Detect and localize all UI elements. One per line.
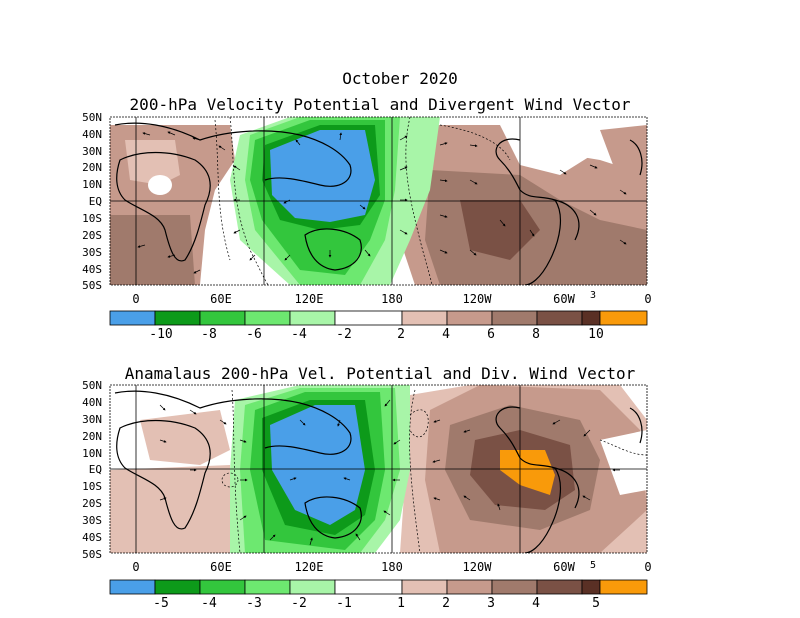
lon-label: 120W xyxy=(462,292,492,306)
lat-label: EQ xyxy=(88,195,102,208)
lat-label: 30S xyxy=(82,246,102,259)
lat-label: 10S xyxy=(82,212,102,225)
lat-label: 30N xyxy=(82,413,102,426)
colorbar-label: -3 xyxy=(246,596,262,611)
lat-label: 50N xyxy=(82,379,102,392)
colorbar-label: 4 xyxy=(532,596,540,611)
panel2-frame xyxy=(109,384,648,554)
lat-label: EQ xyxy=(88,463,102,476)
colorbar-label: -5 xyxy=(153,596,169,611)
colorbar-label: 2 xyxy=(397,327,405,342)
panel2-map xyxy=(110,385,647,553)
lat-label: 20S xyxy=(82,229,102,242)
colorbar-label: 3 xyxy=(487,596,495,611)
colorbar-label: 4 xyxy=(442,327,450,342)
lon-label: 0 xyxy=(644,560,652,574)
lat-label: 20N xyxy=(82,161,102,174)
colorbar-label: -6 xyxy=(246,327,262,342)
colorbar-label: -4 xyxy=(291,327,307,342)
lat-label: 50N xyxy=(82,111,102,124)
month-title: October 2020 xyxy=(342,69,458,88)
lon-label: 60E xyxy=(210,560,232,574)
lon-label: 120E xyxy=(294,292,324,306)
colorbar-label: 2 xyxy=(442,596,450,611)
colorbar-label: -4 xyxy=(201,596,217,611)
panel1-coastlines xyxy=(114,122,643,285)
panel2-coastlines xyxy=(114,390,643,553)
lat-label: 40S xyxy=(82,531,102,544)
lon-label: 120E xyxy=(294,560,324,574)
lon-label: 60W xyxy=(553,560,575,574)
lat-label: 40S xyxy=(82,263,102,276)
panel2-colorbar xyxy=(109,579,648,595)
panel1-grid xyxy=(110,117,647,285)
colorbar-label: 5 xyxy=(592,596,600,611)
panel2-contours xyxy=(221,389,647,553)
colorbar-label: -2 xyxy=(336,327,352,342)
lon-label: 0 xyxy=(132,560,140,574)
lon-label: 60E xyxy=(210,292,232,306)
lon-label: 0 xyxy=(132,292,140,306)
colorbar-label: -1 xyxy=(336,596,352,611)
lon-label: 180 xyxy=(381,292,403,306)
colorbar-label: -8 xyxy=(201,327,217,342)
panel1-title: 200-hPa Velocity Potential and Divergent… xyxy=(129,95,631,114)
lat-label: 40N xyxy=(82,128,102,141)
colorbar-label: 8 xyxy=(532,327,540,342)
lon-label: 60W xyxy=(553,292,575,306)
lat-label: 10S xyxy=(82,480,102,493)
vector-scale-label: 3 xyxy=(590,290,597,301)
lat-label: 50S xyxy=(82,548,102,561)
lat-label: 40N xyxy=(82,396,102,409)
panel2-wind-vectors xyxy=(159,399,620,546)
panel2-grid xyxy=(110,385,647,553)
colorbar-label: 1 xyxy=(397,596,405,611)
lat-label: 20N xyxy=(82,430,102,443)
lat-label: 30S xyxy=(82,514,102,527)
vector-scale-label: 5 xyxy=(590,560,597,571)
colorbar-label: -10 xyxy=(149,327,173,342)
colorbar-label: -2 xyxy=(291,596,307,611)
lon-label: 180 xyxy=(381,560,403,574)
lat-label: 10N xyxy=(82,447,102,460)
panel1-colorbar xyxy=(109,310,648,326)
panel2-title: Anamalaus 200-hPa Vel. Potential and Div… xyxy=(124,364,636,383)
panel1-wind-vectors xyxy=(137,131,627,274)
lon-label: 120W xyxy=(462,560,492,574)
lon-label: 0 xyxy=(644,292,652,306)
lat-label: 10N xyxy=(82,178,102,191)
colorbar-label: 10 xyxy=(588,327,604,342)
lat-label: 30N xyxy=(82,145,102,158)
lat-label: 50S xyxy=(82,279,102,292)
colorbar-label: 6 xyxy=(487,327,495,342)
panel1-frame xyxy=(109,116,648,286)
lat-label: 20S xyxy=(82,497,102,510)
